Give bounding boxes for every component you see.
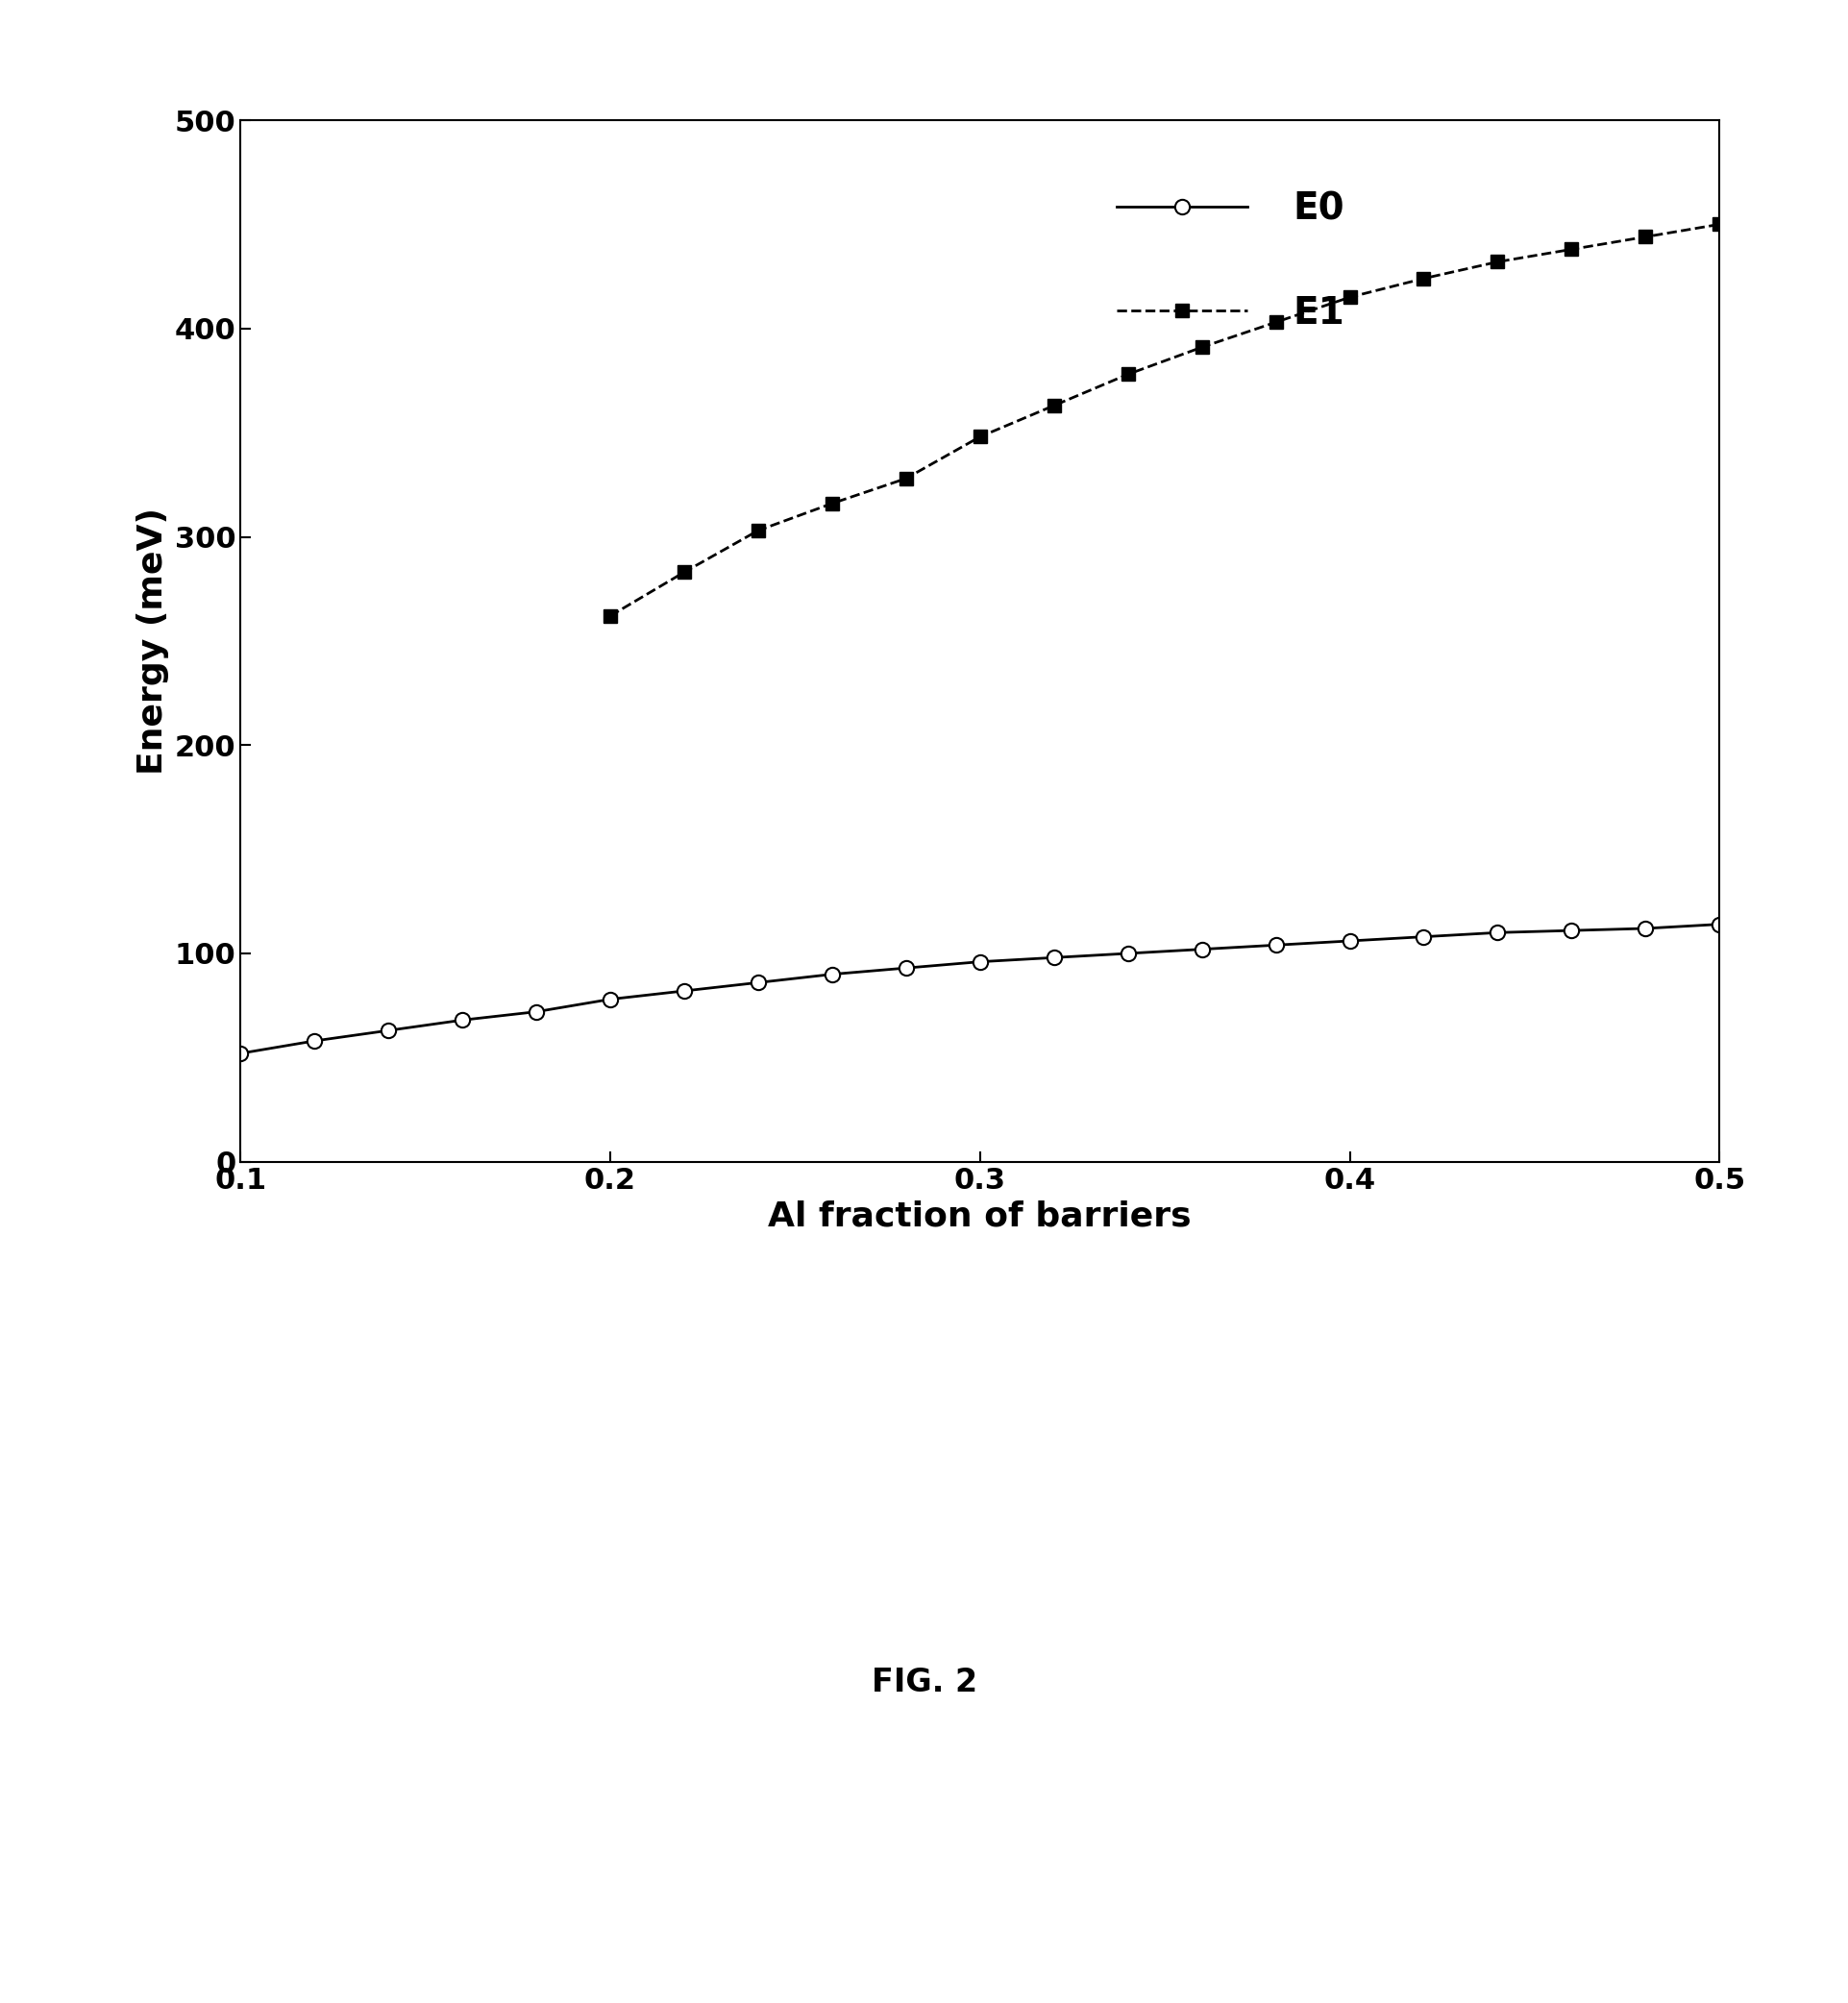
E1 [821,491,843,515]
E0 [673,979,695,1004]
Y-axis label: Energy (meV): Energy (meV) [137,507,168,775]
E1 [747,519,769,543]
E0 [1190,937,1212,961]
E0 [1634,917,1656,941]
E1 [673,561,695,585]
E0 [1338,929,1360,953]
E1 [1708,212,1730,236]
Line: E0: E0 [233,917,1726,1062]
Text: FIG. 2: FIG. 2 [870,1666,978,1699]
E0 [821,961,843,985]
Line: E1: E1 [602,218,1726,623]
E0 [1264,933,1286,957]
E1 [1412,266,1434,290]
E1 [1560,236,1582,260]
E0 [1486,921,1508,945]
E1 [1338,284,1360,308]
E1 [1264,310,1286,335]
E0 [1560,919,1582,943]
E1 [894,467,917,491]
E0 [229,1042,251,1066]
E0 [968,949,991,973]
E0 [599,987,621,1012]
E0 [377,1018,399,1042]
E0 [1412,925,1434,949]
E0 [1042,945,1064,969]
E0 [451,1008,473,1032]
E1 [599,605,621,629]
E1 [1042,393,1064,417]
E1 [1116,363,1138,387]
E1 [1634,224,1656,248]
E0 [747,971,769,995]
E0 [525,999,547,1024]
Legend: E0, E1: E0, E1 [1116,190,1343,330]
E1 [968,425,991,449]
E0 [1116,941,1138,965]
X-axis label: Al fraction of barriers: Al fraction of barriers [767,1200,1192,1232]
E1 [1190,335,1212,359]
E1 [1486,250,1508,274]
E0 [1708,911,1730,935]
E0 [894,955,917,979]
E0 [303,1030,325,1054]
